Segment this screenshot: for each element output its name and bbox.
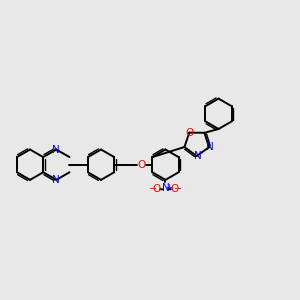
Text: −: − [149, 184, 157, 194]
Text: O: O [138, 160, 146, 170]
Text: N: N [52, 145, 60, 154]
Text: O: O [170, 184, 178, 194]
Text: N: N [194, 151, 202, 161]
Text: O: O [152, 184, 161, 194]
Text: +: + [165, 183, 173, 192]
Text: N: N [162, 183, 169, 193]
Text: N: N [52, 175, 60, 185]
Text: O: O [185, 128, 194, 138]
Text: N: N [206, 142, 214, 152]
Text: −: − [174, 184, 182, 194]
